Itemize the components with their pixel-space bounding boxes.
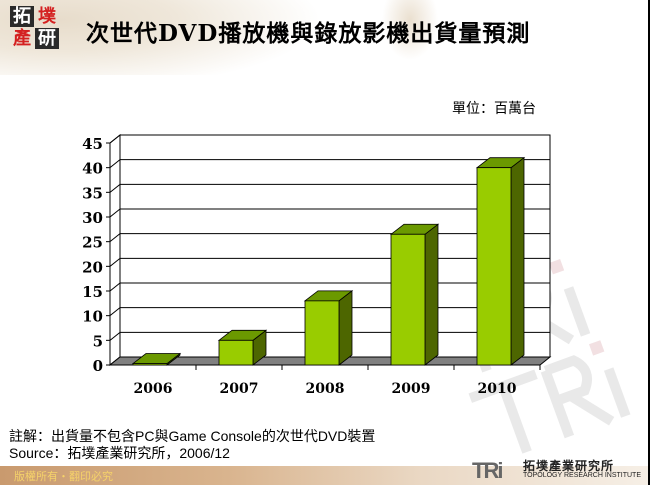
tri-logo-text: TRi: [472, 458, 503, 483]
logo-char: 拓: [10, 6, 34, 27]
brand-cn: 拓墣產業研究所: [523, 459, 615, 473]
y-tick-label: 10: [82, 308, 103, 326]
gridline-depth: [109, 134, 121, 144]
header-background-map: [380, 0, 440, 70]
y-tick-label: 0: [93, 357, 103, 375]
bar-chart: 0 5 10 15 20 25 30 35 40 45 2006 2007 2008 2009 2010: [82, 133, 552, 397]
bar-2006: [131, 352, 182, 366]
note-line: 註解：出貨量不包含PC與Game Console的次世代DVD裝置: [9, 428, 376, 444]
logo-char: 產: [13, 28, 31, 49]
unit-label: 單位：百萬台: [452, 101, 536, 117]
gridline-depth: [109, 233, 121, 243]
logo-char: 墣: [38, 6, 56, 27]
tri-brand-logo: TRi 拓墣產業研究所 TOPOLOGY RESEARCH INSTITUTE: [470, 455, 641, 485]
copyright-text: 版權所有・翻印必究: [14, 470, 113, 483]
bar-2010: [475, 156, 526, 366]
y-tick-label: 40: [82, 160, 103, 178]
tri-logo-icon: 拓 墣 產 研: [10, 6, 60, 50]
page-title: 次世代DVD播放機與錄放影機出貨量預測: [86, 20, 531, 47]
gridline-depth: [109, 331, 121, 341]
gridline-depth: [109, 183, 121, 193]
x-tick-label: 2009: [392, 381, 431, 397]
bar-2007: [217, 329, 268, 366]
y-tick-label: 15: [82, 283, 103, 301]
x-tick-label: 2010: [478, 381, 517, 397]
y-tick-label: 45: [82, 135, 103, 153]
bar-2009: [389, 223, 440, 366]
y-tick-label: 20: [82, 258, 103, 276]
gridline-depth: [109, 282, 121, 292]
brand-en: TOPOLOGY RESEARCH INSTITUTE: [523, 472, 641, 479]
source-line: Source：拓墣產業研究所，2006/12: [9, 445, 230, 461]
gridline-depth: [109, 257, 121, 267]
tri-logo-icon: TRi: [472, 458, 503, 484]
gridline-depth: [109, 159, 121, 169]
x-tick-label: 2006: [134, 381, 173, 397]
gridline-depth: [109, 208, 121, 218]
chart-notes: 註解：出貨量不包含PC與Game Console的次世代DVD裝置 Source…: [9, 428, 375, 462]
plot-side-wall: [109, 133, 121, 367]
y-tick-label: 5: [93, 332, 103, 350]
logo-char: 研: [35, 28, 59, 49]
y-tick-label: 25: [82, 234, 103, 252]
header-background: [0, 0, 648, 75]
y-tick-label: 35: [82, 184, 103, 202]
x-tick-label: 2007: [220, 381, 259, 397]
gridline-depth: [109, 307, 121, 317]
y-tick-label: 30: [82, 209, 103, 227]
footer-bar: 版權所有・翻印必究: [0, 466, 648, 485]
bar-2008: [303, 290, 354, 366]
x-tick-label: 2008: [306, 381, 345, 397]
